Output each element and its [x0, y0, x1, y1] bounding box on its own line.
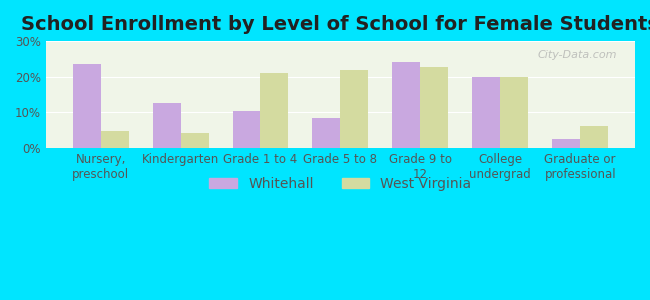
Bar [233, 111, 261, 148]
Bar [473, 77, 501, 148]
Legend: Whitehall, West Virginia: Whitehall, West Virginia [204, 171, 477, 196]
Bar [341, 70, 369, 148]
Bar [313, 118, 341, 148]
Bar [393, 62, 421, 148]
Bar [73, 64, 101, 148]
Bar [153, 103, 181, 148]
Bar [500, 77, 528, 148]
Bar [580, 126, 608, 148]
Bar [181, 133, 209, 148]
Bar [552, 139, 580, 148]
Text: City-Data.com: City-Data.com [538, 50, 618, 60]
Title: School Enrollment by Level of School for Female Students: School Enrollment by Level of School for… [21, 15, 650, 34]
Bar [261, 73, 289, 148]
Bar [101, 131, 129, 148]
Bar [421, 67, 448, 148]
